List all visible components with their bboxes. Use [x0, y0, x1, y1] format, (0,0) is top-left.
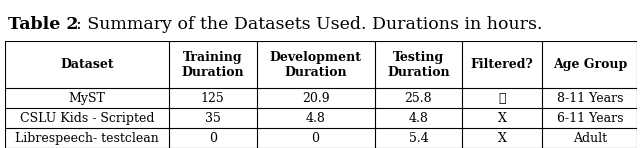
- Text: MyST: MyST: [68, 92, 106, 105]
- Text: 6-11 Years: 6-11 Years: [557, 112, 623, 125]
- Text: Table 2: Table 2: [8, 16, 78, 33]
- Text: 5.4: 5.4: [408, 132, 428, 145]
- Text: Librespeech- testclean: Librespeech- testclean: [15, 132, 159, 145]
- Text: Adult: Adult: [573, 132, 607, 145]
- Text: 125: 125: [201, 92, 225, 105]
- Text: 0: 0: [209, 132, 217, 145]
- Text: Testing
Duration: Testing Duration: [387, 51, 450, 79]
- Text: 20.9: 20.9: [301, 92, 330, 105]
- Text: Development
Duration: Development Duration: [269, 51, 362, 79]
- Text: CSLU Kids - Scripted: CSLU Kids - Scripted: [20, 112, 154, 125]
- Text: Filtered?: Filtered?: [471, 58, 534, 71]
- Text: 4.8: 4.8: [408, 112, 428, 125]
- Text: X: X: [498, 112, 507, 125]
- Text: Age Group: Age Group: [553, 58, 627, 71]
- Text: Training
Duration: Training Duration: [181, 51, 244, 79]
- Text: Dataset: Dataset: [60, 58, 114, 71]
- Text: ✓: ✓: [499, 92, 506, 105]
- Text: 4.8: 4.8: [306, 112, 326, 125]
- Text: 0: 0: [312, 132, 319, 145]
- Text: 35: 35: [205, 112, 221, 125]
- Text: 8-11 Years: 8-11 Years: [557, 92, 623, 105]
- Text: X: X: [498, 132, 507, 145]
- Text: : Summary of the Datasets Used. Durations in hours.: : Summary of the Datasets Used. Duration…: [76, 16, 542, 33]
- Text: 25.8: 25.8: [404, 92, 432, 105]
